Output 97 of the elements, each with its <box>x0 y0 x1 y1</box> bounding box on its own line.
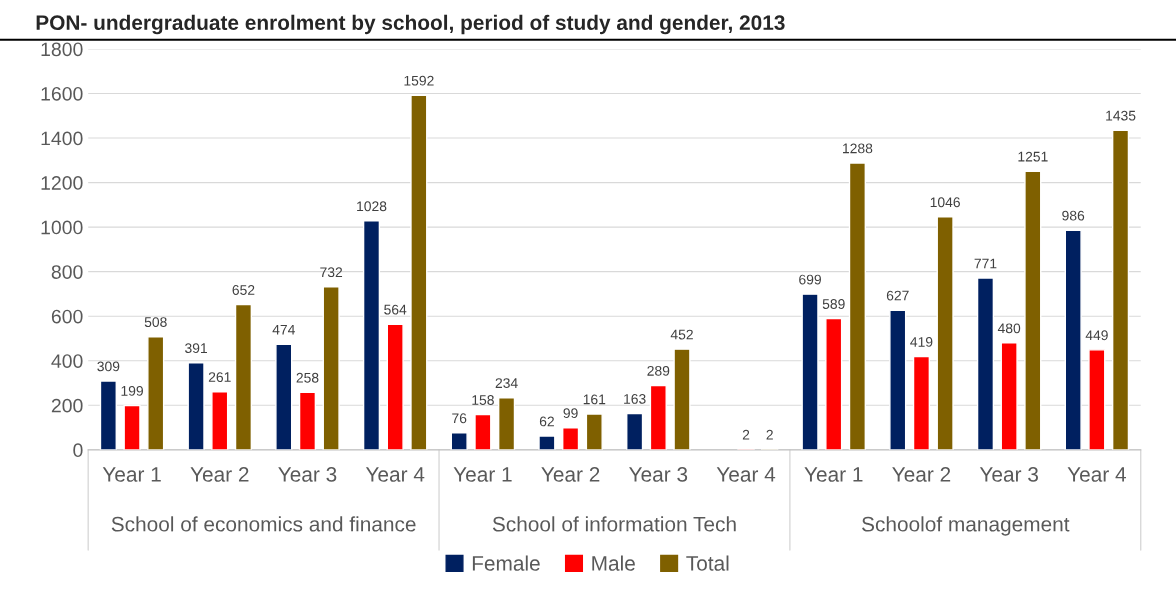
data-label: 452 <box>670 329 693 340</box>
data-label: 261 <box>208 372 231 383</box>
bar <box>187 362 205 450</box>
data-label: 480 <box>997 323 1021 334</box>
data-label: 986 <box>1062 210 1085 221</box>
bar <box>322 286 340 450</box>
data-label: 391 <box>185 343 207 354</box>
data-label: 2 <box>766 429 773 440</box>
bar <box>1111 129 1130 450</box>
text: School of information Tech <box>492 516 736 532</box>
y-tick-label: 200 <box>51 398 83 413</box>
x-tick-label: Year 3 <box>278 467 337 482</box>
data-label: 161 <box>583 394 606 405</box>
data-label: 199 <box>121 385 143 396</box>
bar <box>976 277 995 450</box>
data-label: 258 <box>296 372 319 383</box>
y-tick-label: 400 <box>51 354 83 368</box>
bar <box>936 216 954 450</box>
y-tick-label: 1000 <box>41 220 83 235</box>
data-label: 1435 <box>1106 110 1136 121</box>
data-label: 1046 <box>930 197 960 208</box>
data-label: 508 <box>144 317 167 327</box>
bar <box>562 427 580 450</box>
bar <box>1088 349 1106 450</box>
bar <box>848 162 867 450</box>
x-tick-label: Year 1 <box>804 467 863 482</box>
data-label: 62 <box>539 416 554 427</box>
bar <box>474 413 492 450</box>
legend-label: Male <box>592 555 635 571</box>
data-label: 627 <box>886 290 909 301</box>
data-label: 652 <box>232 285 255 295</box>
data-label: 589 <box>822 299 845 309</box>
x-tick-label: Year 4 <box>1067 467 1126 482</box>
x-tick-label: Year 1 <box>453 467 512 482</box>
data-label: 1251 <box>1018 151 1048 162</box>
data-label: 419 <box>910 336 933 347</box>
bar <box>450 432 468 450</box>
bar <box>1064 229 1082 450</box>
data-label: 1288 <box>843 143 873 154</box>
x-tick-label: Year 2 <box>892 467 951 482</box>
bar <box>538 435 556 450</box>
data-label: 449 <box>1085 330 1108 341</box>
legend-label: Total <box>686 555 729 571</box>
bar <box>147 335 165 450</box>
bar <box>298 391 317 450</box>
bar <box>234 303 253 450</box>
bar <box>1024 170 1042 450</box>
y-tick-label: 600 <box>51 309 83 324</box>
bar <box>211 391 229 450</box>
y-tick-label: 0 <box>73 443 83 458</box>
y-tick-label: 1200 <box>41 176 83 190</box>
data-label: 289 <box>647 365 670 376</box>
x-tick-label: Year 2 <box>190 467 249 482</box>
data-label: 564 <box>384 304 407 315</box>
bar <box>497 397 516 450</box>
data-label: 732 <box>320 267 343 278</box>
data-label: 1028 <box>357 201 387 212</box>
text: School of economics and finance <box>111 516 416 532</box>
y-tick-label: 1800 <box>41 42 83 57</box>
bar <box>626 412 644 450</box>
bar <box>912 355 931 450</box>
bar <box>1000 342 1018 450</box>
chart-title: PON- undergraduate enrolment by school, period of study and gender, 2013 <box>36 14 785 35</box>
y-tick-label: 1600 <box>41 86 83 101</box>
data-label: 163 <box>624 394 646 404</box>
bar <box>825 317 843 450</box>
bar <box>410 94 428 450</box>
data-label: 76 <box>452 413 467 424</box>
data-label: 771 <box>974 258 997 269</box>
data-label: 309 <box>97 361 120 372</box>
bar <box>386 323 404 450</box>
data-label: 474 <box>272 324 295 335</box>
bar <box>801 293 819 450</box>
data-label: 158 <box>472 395 494 405</box>
bar <box>673 348 691 450</box>
data-label: 234 <box>495 378 518 389</box>
x-tick-label: Year 2 <box>541 467 600 482</box>
y-tick-label: 1400 <box>41 131 83 146</box>
x-tick-label: Year 4 <box>716 467 776 482</box>
x-tick-label: Year 3 <box>979 467 1038 482</box>
data-label: 699 <box>799 274 821 285</box>
text: Schoolof management <box>862 516 1070 536</box>
bar <box>99 380 117 450</box>
y-tick-label: 800 <box>51 265 83 279</box>
x-tick-label: Year 3 <box>629 467 688 482</box>
bar <box>889 309 907 450</box>
bar <box>123 404 141 450</box>
x-tick-label: Year 1 <box>102 467 161 482</box>
data-label: 2 <box>742 429 750 440</box>
x-tick-label: Year 4 <box>365 467 425 482</box>
bar <box>362 220 381 450</box>
bar <box>275 343 293 450</box>
bar <box>585 413 603 450</box>
data-label: 99 <box>563 408 578 419</box>
bar <box>649 384 667 450</box>
data-label: 1592 <box>404 75 434 86</box>
legend-label: Female <box>472 555 540 571</box>
